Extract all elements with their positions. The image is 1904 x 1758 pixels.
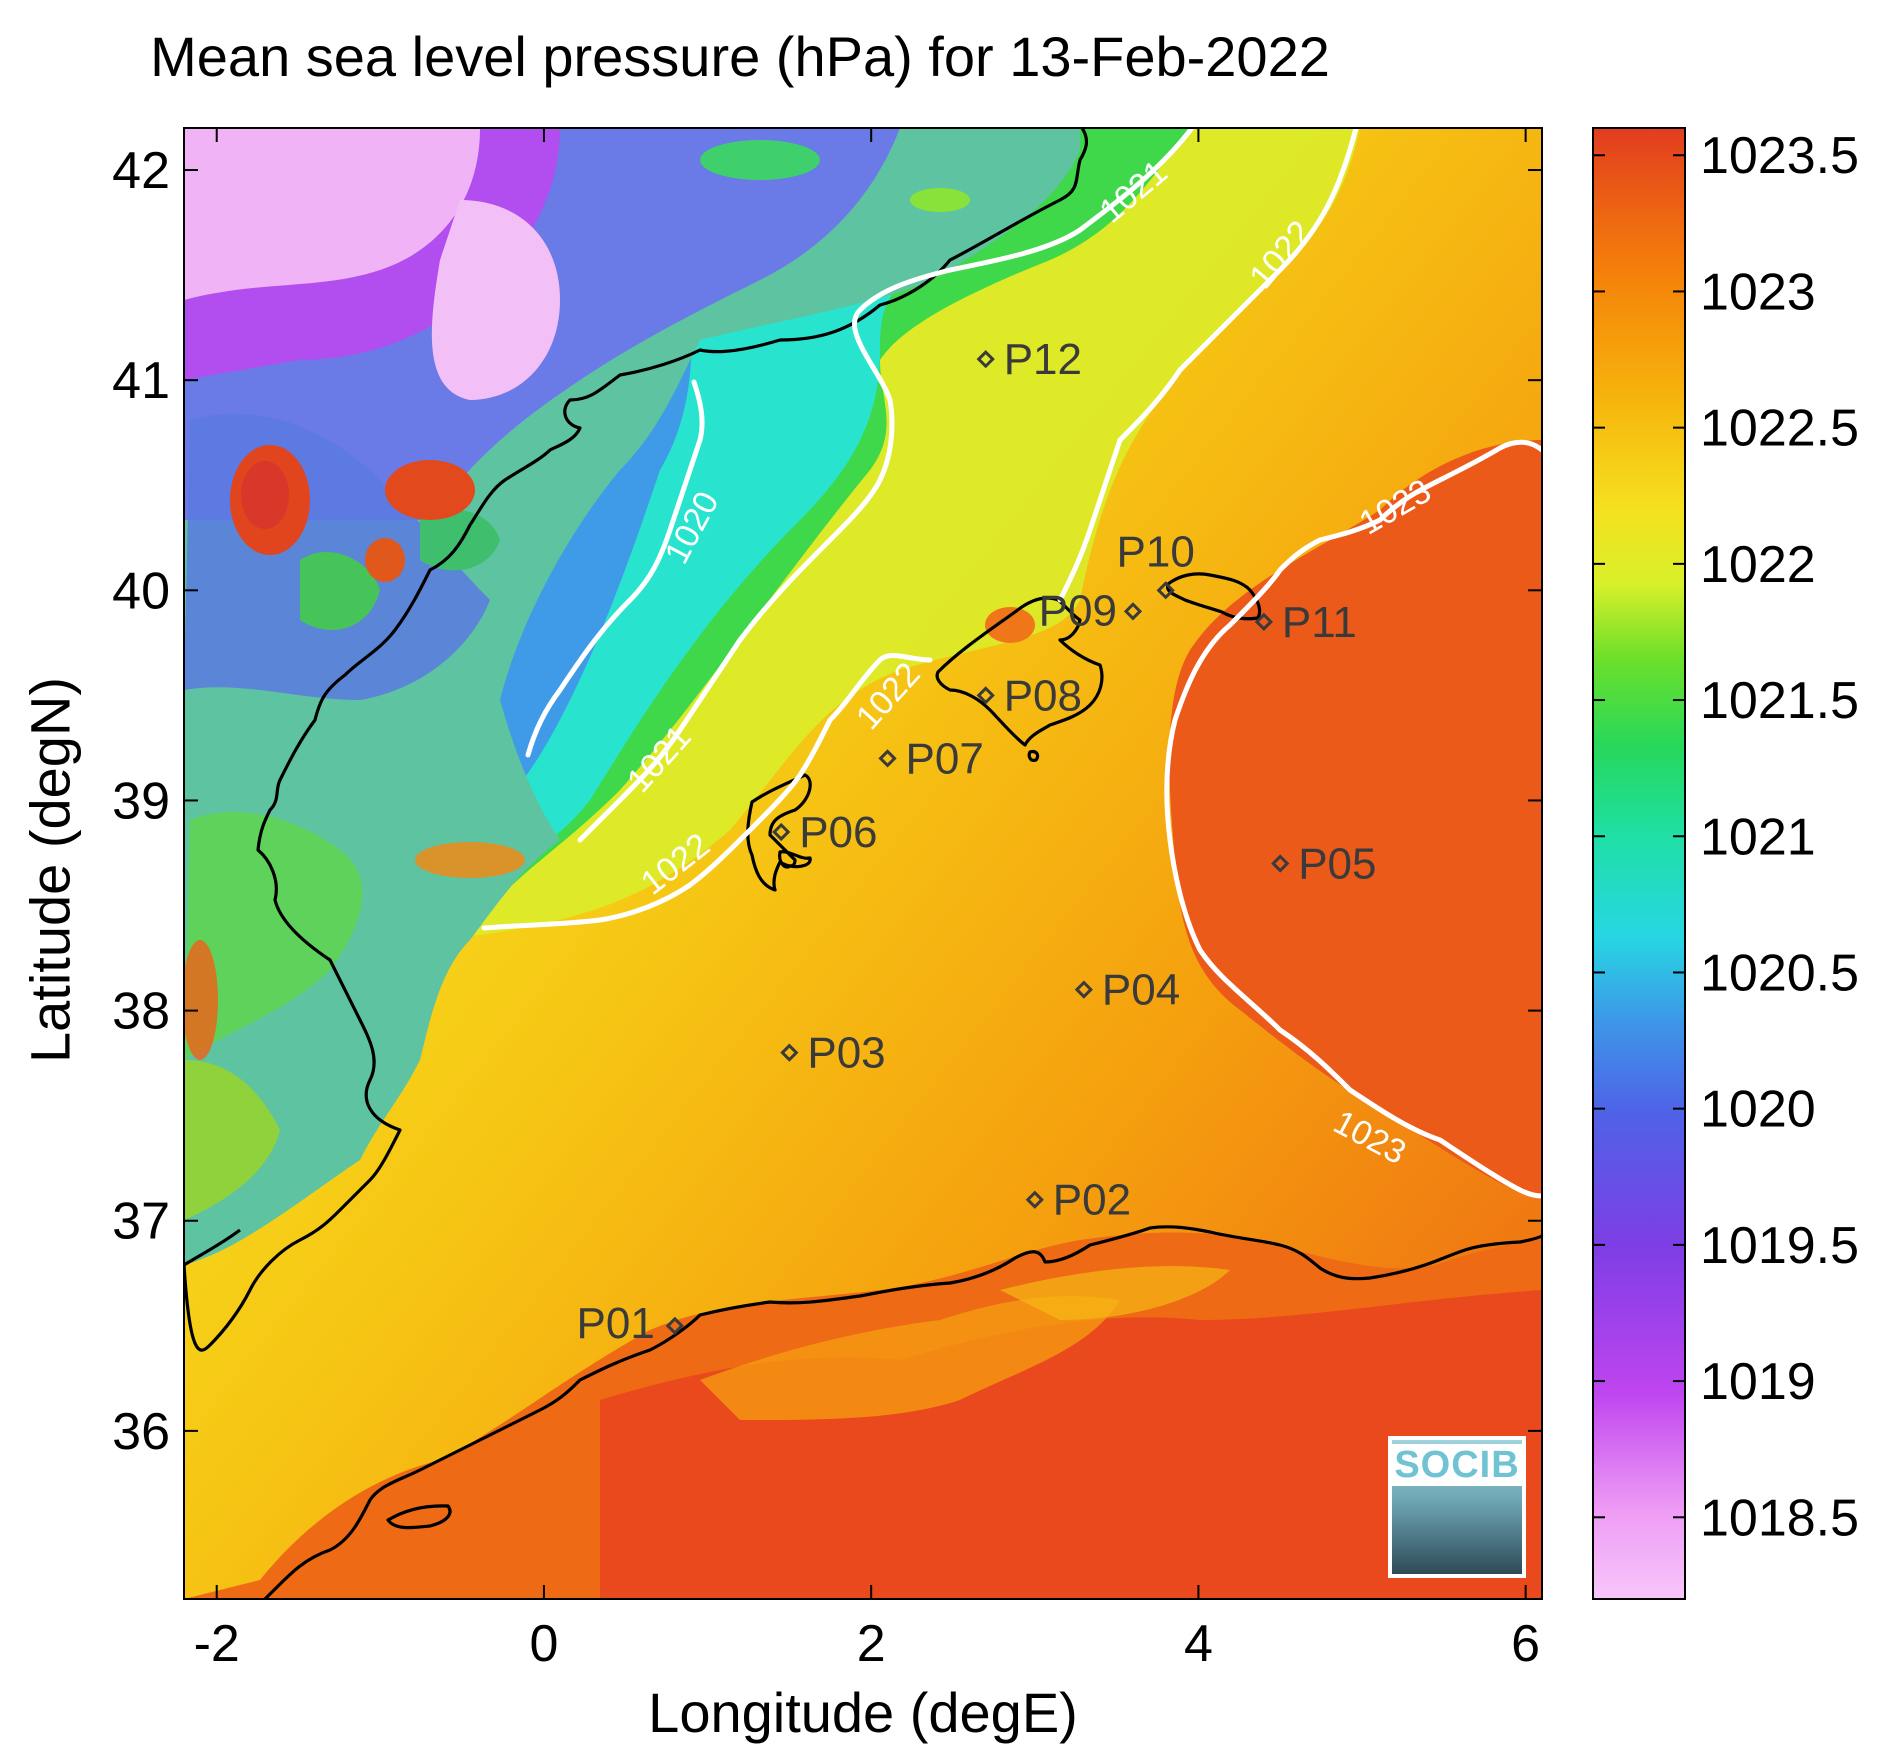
y-tick-label: 38 — [112, 983, 170, 1041]
x-axis-label: Longitude (degE) — [648, 1681, 1078, 1744]
station-label: P12 — [1004, 335, 1082, 384]
station-diamond — [1074, 980, 1094, 999]
station-marker: P10 — [1117, 527, 1195, 600]
colorbar-tick-label: 1023.5 — [1700, 127, 1859, 185]
contour-lines — [481, 128, 1542, 1199]
station-marker: P11 — [1254, 598, 1357, 647]
station-label: P08 — [1004, 671, 1082, 720]
socib-logo: SOCIB — [1388, 1436, 1526, 1578]
station-diamond — [772, 822, 791, 842]
x-tick-label: 6 — [1511, 1615, 1540, 1673]
station-diamond — [976, 686, 995, 705]
station-marker: P01 — [577, 1299, 684, 1348]
station-label: P11 — [1282, 598, 1357, 647]
station-label: P05 — [1298, 840, 1376, 889]
station-label: P03 — [807, 1029, 885, 1078]
colorbar-tick-label: 1020 — [1700, 1081, 1816, 1139]
x-tick-label: 4 — [1184, 1615, 1213, 1673]
station-marker: P08 — [976, 671, 1082, 720]
station-label: P06 — [799, 808, 877, 857]
y-tick-label: 36 — [112, 1403, 170, 1461]
y-tick-label: 37 — [112, 1193, 170, 1251]
y-tick-label: 41 — [112, 352, 170, 410]
x-tick-label: 0 — [529, 1615, 558, 1673]
station-marker: P04 — [1074, 966, 1180, 1015]
colorbar-tick-label: 1019.5 — [1700, 1217, 1859, 1275]
station-diamond — [780, 1043, 799, 1062]
station-marker: P03 — [780, 1029, 886, 1078]
station-diamond — [1025, 1190, 1044, 1209]
colorbar-tick-label: 1022.5 — [1700, 400, 1859, 458]
station-marker: P12 — [976, 335, 1082, 384]
coastline — [184, 128, 1542, 1599]
station-label: P01 — [577, 1299, 655, 1348]
station-diamond — [878, 749, 897, 768]
high-pressure-area — [1169, 440, 1542, 1200]
chart-title: Mean sea level pressure (hPa) for 13-Feb… — [150, 25, 1330, 88]
x-tick-label: 2 — [857, 1615, 886, 1673]
station-label: P04 — [1102, 966, 1180, 1015]
station-label: P02 — [1053, 1176, 1131, 1225]
colorbar — [1592, 127, 1686, 1600]
y-tick-label: 40 — [112, 562, 170, 620]
station-label: P09 — [1039, 586, 1117, 635]
station-marker: P02 — [1025, 1176, 1131, 1225]
station-diamond — [1254, 612, 1273, 631]
colorbar-tick-label: 1019 — [1700, 1353, 1816, 1411]
station-marker: P07 — [878, 734, 984, 783]
colorbar-tick-label: 1021.5 — [1700, 672, 1859, 730]
y-tick-label: 42 — [112, 142, 170, 200]
station-diamond — [1271, 854, 1290, 873]
y-tick-label: 39 — [112, 772, 170, 830]
colorbar-tick-label: 1018.5 — [1700, 1489, 1859, 1547]
station-diamond — [665, 1316, 684, 1335]
colorbar-tick-label: 1022 — [1700, 536, 1816, 594]
station-diamond — [1156, 581, 1175, 600]
socib-logo-text: SOCIB — [1392, 1444, 1522, 1486]
colorbar-tick-label: 1021 — [1700, 808, 1816, 866]
station-label: P07 — [906, 734, 984, 783]
station-marker: P09 — [1039, 586, 1143, 635]
station-label: P10 — [1117, 527, 1195, 576]
colorbar-ticks: 1018.5 1019 1019.5 1020 1020.5 1021 1021.5 1022… — [1593, 127, 1859, 1547]
x-tick-label: -2 — [194, 1615, 240, 1673]
station-diamond — [976, 350, 995, 369]
plot-frame — [183, 127, 1543, 1600]
colorbar-tick-label: 1020.5 — [1700, 944, 1859, 1002]
station-marker: P05 — [1271, 840, 1377, 889]
axes: -2 0 2 4 6 36 37 38 39 40 41 42 — [112, 128, 1542, 1673]
colorbar-tick-label: 1023 — [1700, 263, 1816, 321]
station-marker: P06 — [772, 808, 877, 857]
station-diamond — [1123, 602, 1143, 621]
